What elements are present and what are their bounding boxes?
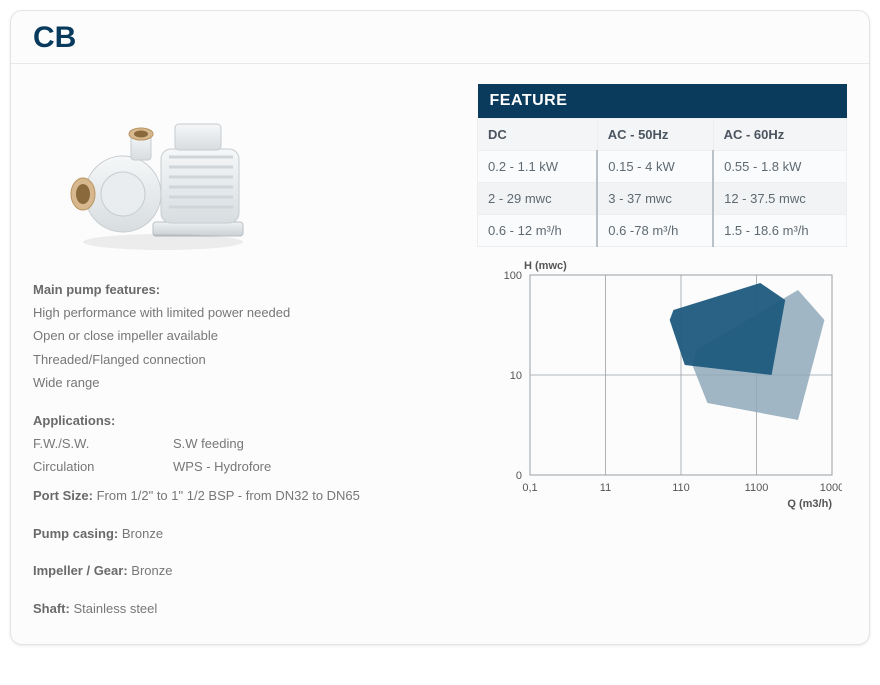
shaft-label: Shaft:: [33, 601, 70, 616]
product-image: [33, 84, 293, 264]
applications-grid: F.W./S.W. S.W feeding Circulation WPS - …: [33, 432, 453, 479]
impeller-value: Bronze: [128, 563, 173, 578]
port-size-value: From 1/2" to 1" 1/2 BSP - from DN32 to D…: [93, 488, 360, 503]
svg-text:0: 0: [516, 470, 522, 482]
feature-cell: 1.5 - 18.6 m³/h: [713, 215, 846, 247]
svg-text:Q (m3/h): Q (m3/h): [787, 498, 832, 510]
feature-item: Open or close impeller available: [33, 324, 453, 347]
feature-cell: 0.6 -78 m³/h: [597, 215, 713, 247]
feature-item: High performance with limited power need…: [33, 301, 453, 324]
title-bar: CB: [11, 11, 869, 64]
feature-cell: 0.55 - 1.8 kW: [713, 151, 846, 183]
svg-text:1000: 1000: [820, 482, 842, 494]
product-title: CB: [33, 21, 847, 55]
feature-cell: 0.6 - 12 m³/h: [478, 215, 598, 247]
pump-illustration: [53, 94, 273, 254]
feature-table-heading: FEATURE: [478, 84, 847, 119]
feature-cell: 0.2 - 1.1 kW: [478, 151, 598, 183]
feature-cell: 12 - 37.5 mwc: [713, 183, 846, 215]
svg-text:H (mwc): H (mwc): [524, 260, 567, 272]
app-cell: S.W feeding: [173, 432, 453, 455]
feature-cell: 2 - 29 mwc: [478, 183, 598, 215]
product-card: CB: [10, 10, 870, 645]
port-size-label: Port Size:: [33, 488, 93, 503]
svg-text:11: 11: [600, 482, 611, 494]
app-cell: Circulation: [33, 455, 173, 478]
svg-text:10: 10: [510, 370, 522, 382]
svg-text:1100: 1100: [745, 482, 769, 494]
svg-text:0,1: 0,1: [522, 482, 537, 494]
impeller-label: Impeller / Gear:: [33, 563, 128, 578]
card-body: Main pump features: High performance wit…: [11, 64, 869, 644]
app-cell: F.W./S.W.: [33, 432, 173, 455]
feature-col-head: AC - 50Hz: [597, 119, 713, 151]
svg-text:100: 100: [504, 270, 522, 282]
features-list: High performance with limited power need…: [33, 301, 453, 395]
feature-item: Threaded/Flanged connection: [33, 348, 453, 371]
pump-casing-label: Pump casing:: [33, 526, 118, 541]
feature-item: Wide range: [33, 371, 453, 394]
feature-table: FEATURE DC AC - 50Hz AC - 60Hz 0.2 - 1.1…: [477, 84, 847, 247]
shaft-line: Shaft: Stainless steel: [33, 597, 453, 620]
right-column: FEATURE DC AC - 50Hz AC - 60Hz 0.2 - 1.1…: [477, 84, 847, 620]
svg-text:110: 110: [672, 482, 690, 494]
pump-casing-line: Pump casing: Bronze: [33, 522, 453, 545]
pump-casing-value: Bronze: [118, 526, 163, 541]
feature-col-head: DC: [478, 119, 598, 151]
applications-label: Applications:: [33, 413, 453, 428]
port-size-line: Port Size: From 1/2" to 1" 1/2 BSP - fro…: [33, 484, 453, 507]
app-cell: WPS - Hydrofore: [173, 455, 453, 478]
performance-chart: H (mwc) 0,1 11 110 1100 1000 0 10 100 Q (m3/h): [477, 255, 847, 515]
feature-cell: 3 - 37 mwc: [597, 183, 713, 215]
shaft-value: Stainless steel: [70, 601, 157, 616]
impeller-line: Impeller / Gear: Bronze: [33, 559, 453, 582]
feature-cell: 0.15 - 4 kW: [597, 151, 713, 183]
feature-col-head: AC - 60Hz: [713, 119, 846, 151]
features-label: Main pump features:: [33, 282, 453, 297]
left-column: Main pump features: High performance wit…: [33, 84, 453, 620]
